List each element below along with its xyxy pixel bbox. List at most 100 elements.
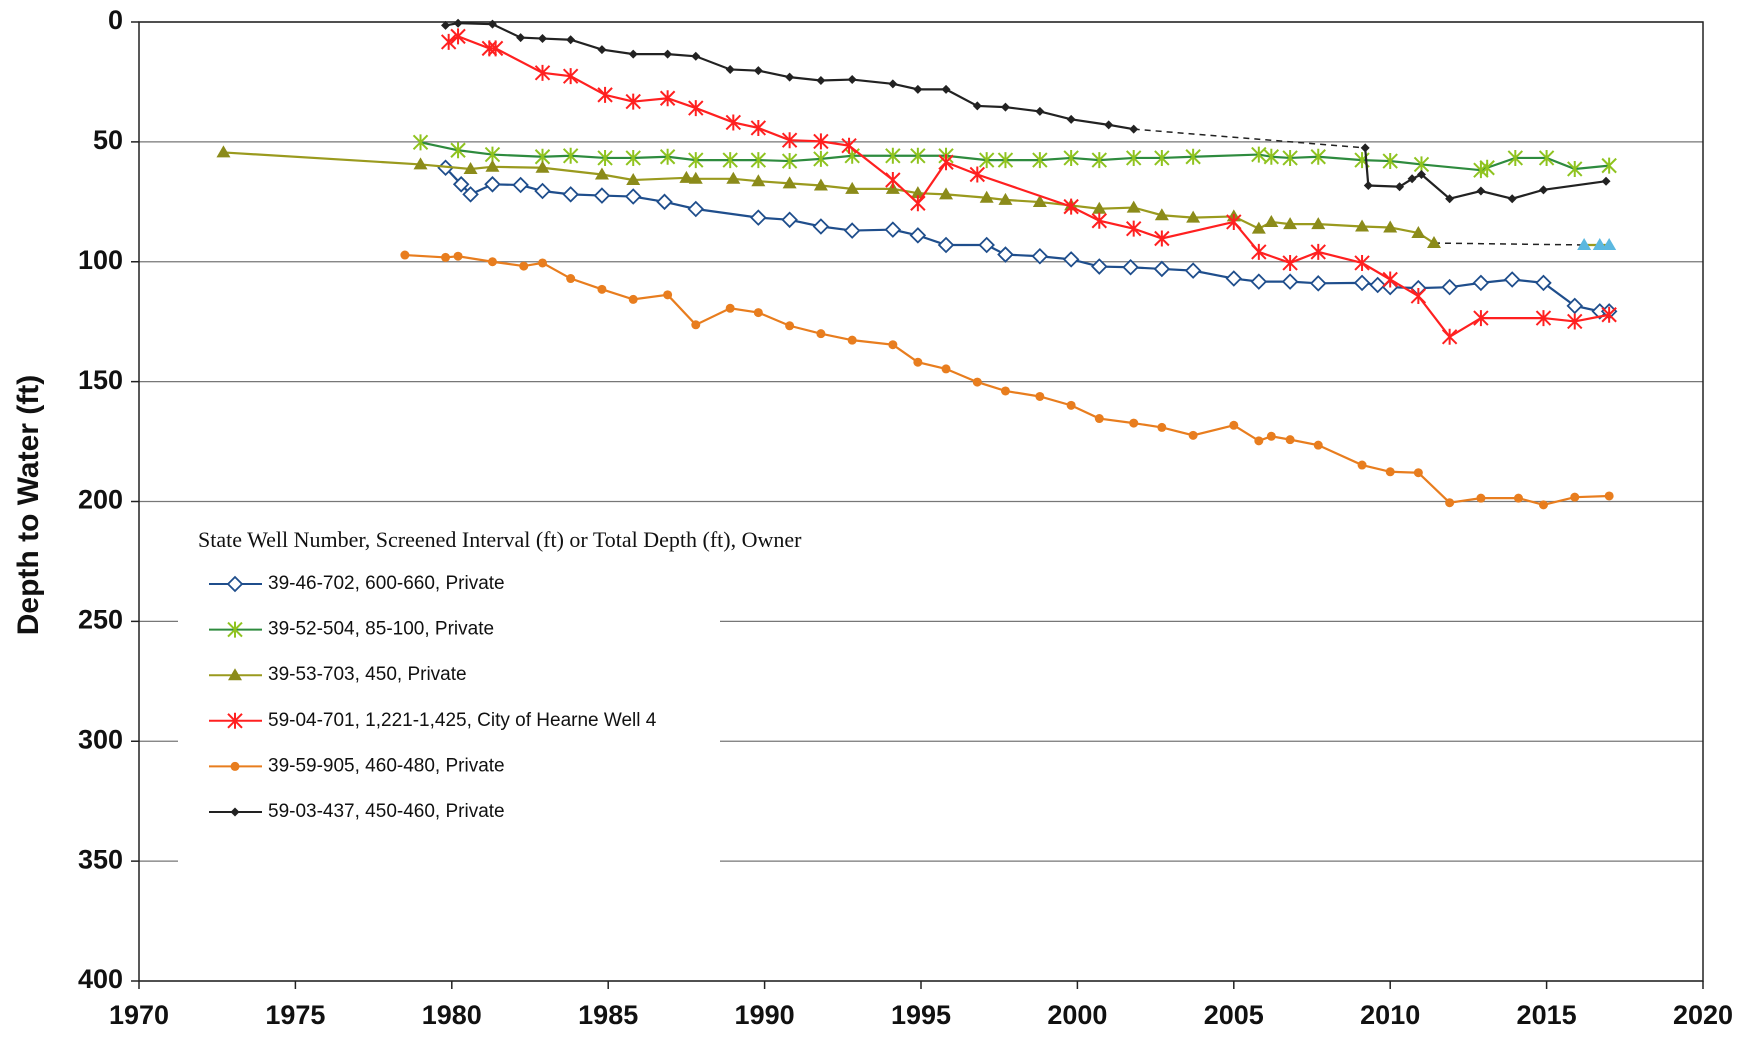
marker <box>1310 243 1326 260</box>
marker <box>847 335 857 345</box>
x-tick-label: 1990 <box>735 1000 795 1030</box>
marker <box>453 251 463 261</box>
x-tick-label: 1975 <box>265 1000 325 1030</box>
marker <box>750 152 767 169</box>
marker <box>691 51 701 61</box>
marker <box>1000 386 1010 396</box>
marker <box>450 142 466 159</box>
marker <box>750 209 767 226</box>
marker <box>1476 186 1486 196</box>
marker <box>519 261 529 271</box>
marker <box>512 176 529 194</box>
marker <box>597 149 613 166</box>
x-tick-label: 1985 <box>578 1000 638 1030</box>
marker <box>450 28 466 45</box>
marker <box>1357 460 1367 470</box>
marker <box>487 257 497 267</box>
marker <box>1251 146 1267 163</box>
marker <box>1125 149 1142 166</box>
marker <box>226 575 244 593</box>
marker <box>1309 275 1327 292</box>
marker <box>1129 124 1139 134</box>
marker <box>843 222 861 239</box>
marker <box>1062 251 1080 268</box>
marker <box>1225 270 1243 287</box>
marker <box>659 90 676 107</box>
series-line <box>223 151 1435 244</box>
marker <box>1251 221 1266 234</box>
marker <box>726 171 741 184</box>
marker <box>1538 149 1555 166</box>
marker <box>972 377 982 387</box>
marker <box>1507 149 1524 166</box>
legend-label: 59-04-701, 1,221-1,425, City of Hearne W… <box>268 710 657 731</box>
marker <box>626 172 641 185</box>
marker <box>937 236 955 254</box>
marker <box>462 186 479 203</box>
marker <box>691 320 701 330</box>
marker <box>535 160 550 173</box>
y-axis-title: Depth to Water (ft) <box>12 375 45 636</box>
marker <box>1604 491 1614 501</box>
marker <box>1445 194 1455 204</box>
series-line <box>420 141 1610 172</box>
marker <box>969 166 986 183</box>
marker <box>1063 149 1079 166</box>
x-tick-label: 2015 <box>1517 1000 1577 1030</box>
marker <box>230 807 240 817</box>
marker <box>1185 148 1201 165</box>
marker <box>227 621 243 638</box>
marker <box>845 181 860 194</box>
marker <box>1413 156 1430 173</box>
marker <box>1066 114 1076 124</box>
marker <box>1353 274 1371 292</box>
marker <box>1104 120 1114 130</box>
marker <box>1122 258 1139 276</box>
marker <box>751 174 766 187</box>
marker <box>1283 217 1298 230</box>
marker <box>688 171 703 184</box>
marker <box>1035 391 1045 401</box>
marker <box>813 150 829 167</box>
marker <box>997 246 1014 263</box>
marker <box>939 187 954 200</box>
y-tick-label: 50 <box>93 125 123 155</box>
marker <box>750 119 767 136</box>
marker <box>659 148 676 165</box>
marker <box>534 64 551 81</box>
marker <box>452 176 470 193</box>
marker <box>938 154 954 171</box>
series-line <box>1364 147 1607 200</box>
marker <box>1602 237 1617 250</box>
marker <box>484 176 501 193</box>
marker <box>1063 198 1079 215</box>
marker <box>1383 220 1398 233</box>
marker <box>538 258 548 268</box>
legend-title: State Well Number, Screened Interval (ft… <box>198 527 802 552</box>
marker <box>816 75 826 85</box>
marker <box>1125 220 1142 237</box>
y-tick-label: 300 <box>78 724 123 754</box>
marker <box>1601 306 1617 323</box>
marker <box>1281 273 1299 290</box>
legend-label: 39-53-703, 450, Private <box>268 664 467 685</box>
marker <box>566 35 576 45</box>
marker <box>1091 152 1108 169</box>
marker <box>1126 200 1141 213</box>
marker <box>1426 236 1441 249</box>
marker <box>1441 328 1458 345</box>
marker <box>910 195 926 212</box>
marker <box>679 170 694 183</box>
marker <box>785 72 795 82</box>
y-tick-label: 400 <box>78 964 123 994</box>
marker <box>687 200 705 218</box>
dashed-connector <box>1133 128 1366 149</box>
marker <box>725 64 735 74</box>
marker <box>1410 288 1427 305</box>
marker <box>1266 431 1276 441</box>
marker <box>413 157 428 170</box>
marker <box>1066 400 1076 410</box>
marker <box>888 340 898 350</box>
marker <box>463 161 478 174</box>
marker <box>941 364 951 374</box>
